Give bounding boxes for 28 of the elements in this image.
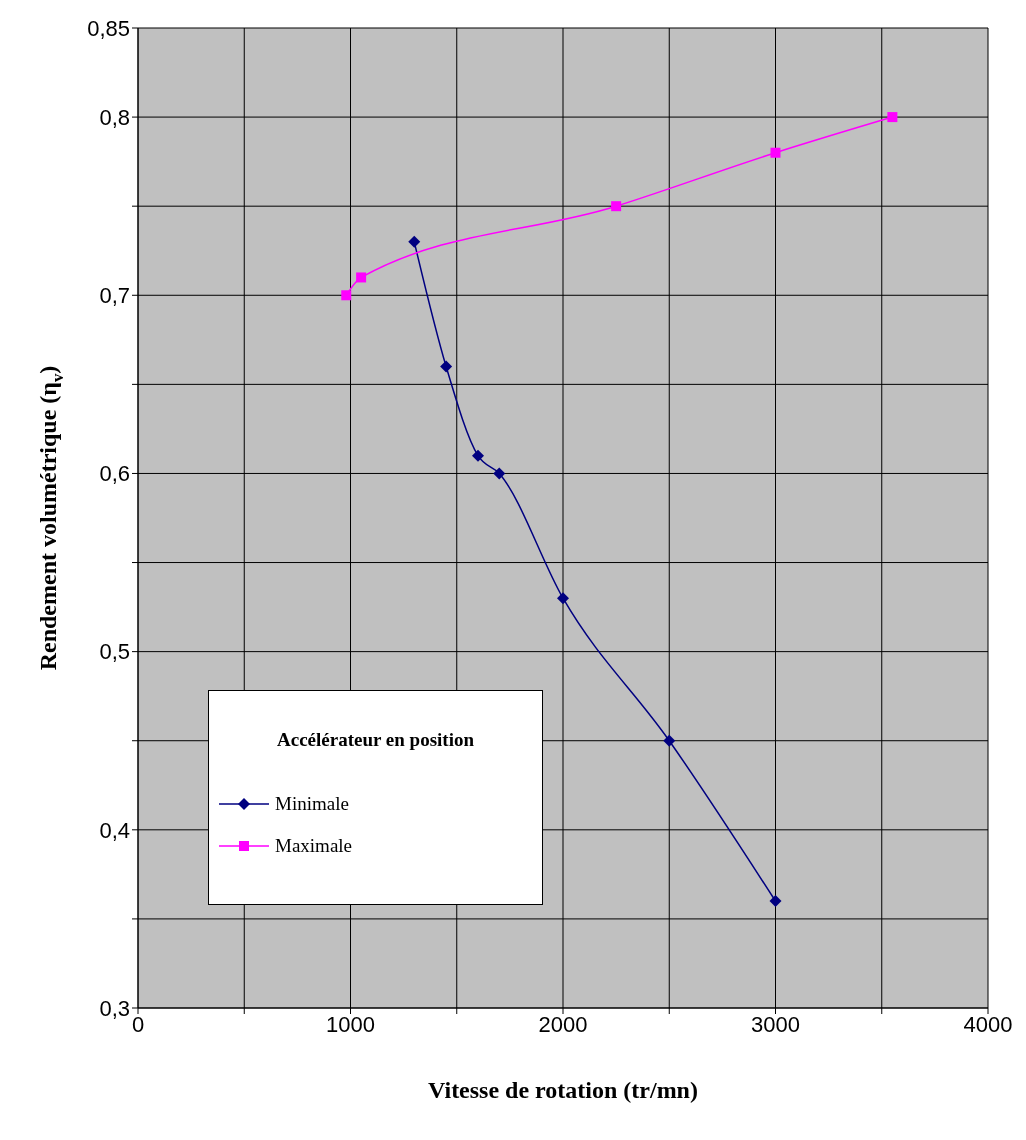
y-tick-label: 0,8 <box>99 104 130 130</box>
point <box>356 272 367 283</box>
y-tick-label: 0,3 <box>99 995 130 1021</box>
point <box>341 290 352 301</box>
point <box>472 449 484 462</box>
legend-label: Minimale <box>275 793 349 815</box>
legend-label: Maximale <box>275 835 353 857</box>
y-tick-label: 0,5 <box>99 639 130 665</box>
x-tick-label: 4000 <box>963 1011 1013 1037</box>
x-tick-label: 1000 <box>326 1011 375 1037</box>
point <box>493 467 506 480</box>
point <box>887 112 898 123</box>
point <box>769 895 782 908</box>
point <box>663 734 676 747</box>
point <box>611 201 622 212</box>
y-tick-label: 0,4 <box>99 817 130 843</box>
x-tick-label: 2000 <box>538 1011 588 1037</box>
point <box>408 235 421 248</box>
x-tick-label: 0 <box>131 1011 145 1037</box>
x-tick-label: 3000 <box>751 1011 800 1037</box>
y-tick-label: 0,7 <box>99 283 130 309</box>
point <box>440 360 453 373</box>
y-tick-label: 0,85 <box>87 15 130 41</box>
y-tick-label: 0,6 <box>99 461 130 487</box>
point <box>557 592 569 605</box>
point <box>770 147 781 158</box>
x-axis-title: Vitesse de rotation (tr/mn) <box>428 1077 698 1103</box>
legend-title: Accélérateur en position <box>276 729 475 751</box>
